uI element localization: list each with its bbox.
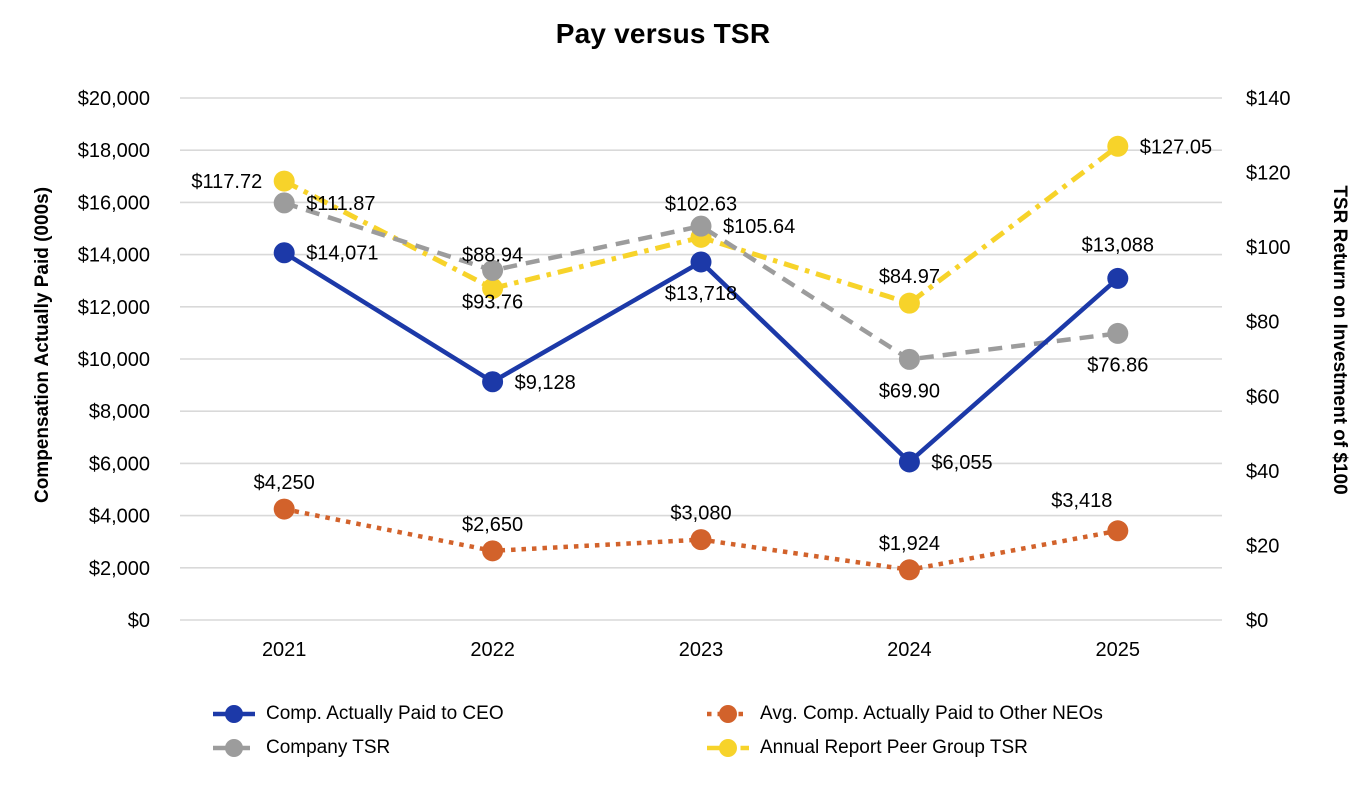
right-axis-tick-label: $100 xyxy=(1246,237,1291,259)
data-point-comp-actually-paid-to-ceo-2022 xyxy=(482,371,504,393)
data-point-comp-actually-paid-to-ceo-2024 xyxy=(898,451,920,473)
left-axis-tick-label: $0 xyxy=(128,610,150,632)
data-label-comp-actually-paid-to-ceo-2022: $9,128 xyxy=(515,372,576,394)
legend-item-ceo: Comp. Actually Paid to CEO xyxy=(211,701,504,727)
data-label-company-tsr-2024: $69.90 xyxy=(879,380,940,402)
data-point-avg-comp-actually-paid-to-other-neos-2022 xyxy=(482,540,504,562)
data-label-company-tsr-2023: $105.64 xyxy=(723,216,795,238)
data-point-avg-comp-actually-paid-to-other-neos-2021 xyxy=(273,498,295,520)
data-point-company-tsr-2022 xyxy=(482,259,504,281)
data-point-company-tsr-2024 xyxy=(898,348,920,370)
right-axis-tick-label: $20 xyxy=(1246,535,1279,557)
data-label-comp-actually-paid-to-ceo-2025: $13,088 xyxy=(1082,234,1154,256)
right-axis-tick-label: $40 xyxy=(1246,461,1279,483)
data-label-avg-comp-actually-paid-to-other-neos-2022: $2,650 xyxy=(462,514,523,536)
data-label-annual-report-peer-group-tsr-2024: $84.97 xyxy=(879,266,940,288)
data-label-annual-report-peer-group-tsr-2022: $88.94 xyxy=(462,244,523,266)
data-point-company-tsr-2025 xyxy=(1107,322,1129,344)
data-label-comp-actually-paid-to-ceo-2023: $13,718 xyxy=(665,283,737,305)
data-label-avg-comp-actually-paid-to-other-neos-2023: $3,080 xyxy=(670,503,731,525)
right-axis-tick-label: $120 xyxy=(1246,163,1291,185)
data-label-annual-report-peer-group-tsr-2025: $127.05 xyxy=(1140,136,1212,158)
left-axis-tick-label: $18,000 xyxy=(78,140,150,162)
data-label-avg-comp-actually-paid-to-other-neos-2021: $4,250 xyxy=(254,472,315,494)
legend-marker-neos-icon xyxy=(707,705,749,723)
right-axis-tick-label: $60 xyxy=(1246,386,1279,408)
data-point-company-tsr-2023 xyxy=(690,215,712,237)
left-axis-tick-label: $10,000 xyxy=(78,349,150,371)
x-axis-label: 2021 xyxy=(262,639,307,661)
legend-marker-ceo-icon xyxy=(213,705,255,723)
pay-versus-tsr-plot: $0 $2,000 $4,000 $6,000 $8,000 $10,000 $12,000… xyxy=(32,88,1350,661)
legend-marker-company-tsr-icon xyxy=(213,739,255,757)
left-axis-tick-label: $4,000 xyxy=(89,506,150,528)
right-axis-tick-label: $0 xyxy=(1246,610,1268,632)
data-label-avg-comp-actually-paid-to-other-neos-2024: $1,924 xyxy=(879,533,940,555)
right-axis-tick-label: $140 xyxy=(1246,88,1291,110)
data-point-comp-actually-paid-to-ceo-2021 xyxy=(273,242,295,264)
data-point-company-tsr-2021 xyxy=(273,192,295,214)
data-label-avg-comp-actually-paid-to-other-neos-2025: $3,418 xyxy=(1051,490,1112,512)
data-label-company-tsr-2025: $76.86 xyxy=(1087,354,1148,376)
legend-item-company-tsr: Company TSR xyxy=(211,735,390,761)
data-label-company-tsr-2022: $93.76 xyxy=(462,291,523,313)
data-label-annual-report-peer-group-tsr-2021: $117.72 xyxy=(191,171,262,193)
x-axis-label: 2024 xyxy=(887,639,932,661)
data-point-annual-report-peer-group-tsr-2024 xyxy=(898,292,920,314)
series-line-company-tsr xyxy=(283,200,1119,362)
left-axis-tick-label: $20,000 xyxy=(78,88,150,110)
right-axis-tick-label: $80 xyxy=(1246,312,1279,334)
data-point-comp-actually-paid-to-ceo-2023 xyxy=(690,251,712,273)
left-axis-tick-label: $12,000 xyxy=(78,297,150,319)
data-label-company-tsr-2021: $111.87 xyxy=(306,193,375,215)
data-point-annual-report-peer-group-tsr-2025 xyxy=(1107,135,1129,157)
data-point-comp-actually-paid-to-ceo-2025 xyxy=(1107,267,1129,289)
legend-label: Comp. Actually Paid to CEO xyxy=(266,703,504,724)
data-label-comp-actually-paid-to-ceo-2021: $14,071 xyxy=(306,243,378,265)
legend-label: Avg. Comp. Actually Paid to Other NEOs xyxy=(760,703,1103,724)
chart-title: Pay versus TSR xyxy=(555,18,771,49)
left-axis-tick-label: $2,000 xyxy=(89,558,150,580)
left-axis-tick-label: $16,000 xyxy=(78,192,150,214)
legend-label: Company TSR xyxy=(266,737,391,758)
data-point-avg-comp-actually-paid-to-other-neos-2024 xyxy=(898,559,920,581)
left-axis-title: Compensation Actually Paid (000s) xyxy=(32,187,53,503)
data-point-annual-report-peer-group-tsr-2022 xyxy=(482,277,504,299)
data-label-comp-actually-paid-to-ceo-2024: $6,055 xyxy=(931,452,992,474)
data-label-annual-report-peer-group-tsr-2023: $102.63 xyxy=(665,193,737,215)
legend-item-peer-tsr: Annual Report Peer Group TSR xyxy=(705,735,1028,761)
left-axis-tick-label: $14,000 xyxy=(78,245,150,267)
data-point-annual-report-peer-group-tsr-2021 xyxy=(273,170,295,192)
x-axis-label: 2023 xyxy=(679,639,724,661)
left-axis-tick-label: $6,000 xyxy=(89,453,150,475)
x-axis-label: 2022 xyxy=(470,639,515,661)
legend-label: Annual Report Peer Group TSR xyxy=(760,737,1028,758)
legend-marker-peer-tsr-icon xyxy=(707,739,749,757)
data-point-avg-comp-actually-paid-to-other-neos-2023 xyxy=(690,529,712,551)
data-point-avg-comp-actually-paid-to-other-neos-2025 xyxy=(1107,520,1129,542)
right-axis-title: TSR Return on Investment of $100 xyxy=(1329,185,1350,494)
left-axis-tick-label: $8,000 xyxy=(89,401,150,423)
x-axis-label: 2025 xyxy=(1096,639,1141,661)
legend-item-neos: Avg. Comp. Actually Paid to Other NEOs xyxy=(705,701,1103,727)
